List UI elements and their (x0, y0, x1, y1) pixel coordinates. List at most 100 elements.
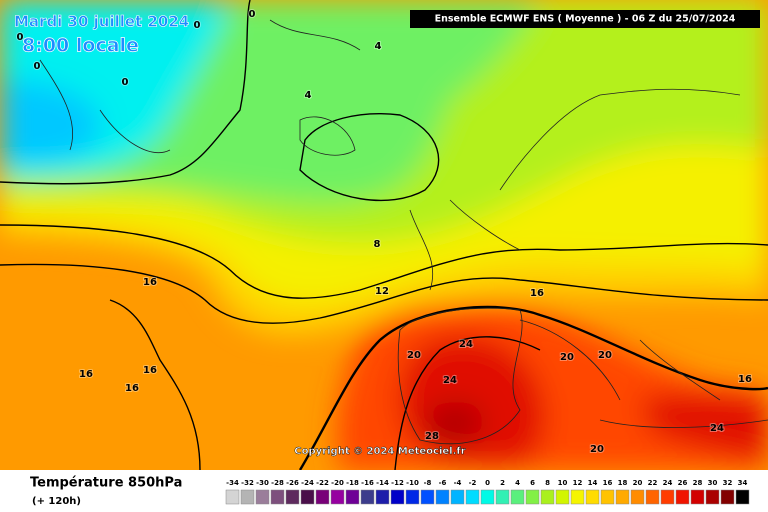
scale-swatch (450, 489, 465, 505)
map-date: Mardi 30 juillet 2024 (14, 13, 189, 31)
contour-label: 24 (443, 375, 457, 386)
scale-label: -2 (469, 479, 477, 487)
scale-swatch (585, 489, 600, 505)
scale-label: 6 (530, 479, 535, 487)
scale-swatch (330, 489, 345, 505)
scale-swatch (510, 489, 525, 505)
scale-label: 16 (603, 479, 613, 487)
contour-label: 24 (710, 423, 724, 434)
scale-swatch (480, 489, 495, 505)
header-box (410, 10, 760, 28)
scale-label: 26 (678, 479, 688, 487)
contour-label: 16 (143, 277, 157, 288)
scale-swatch (600, 489, 615, 505)
scale-label: -4 (454, 479, 462, 487)
scale-swatch (315, 489, 330, 505)
contour-label: 0 (34, 61, 41, 72)
contour-label: 0 (122, 77, 129, 88)
legend-subtitle: (+ 120h) (32, 496, 81, 507)
scale-label: -20 (331, 479, 344, 487)
scale-label: 18 (618, 479, 628, 487)
scale-swatch (405, 489, 420, 505)
scale-swatch (675, 489, 690, 505)
scale-swatch (300, 489, 315, 505)
scale-swatch (570, 489, 585, 505)
scale-swatch (540, 489, 555, 505)
contour-label: 0 (194, 20, 201, 31)
scale-swatch (660, 489, 675, 505)
scale-swatch (420, 489, 435, 505)
scale-swatch (375, 489, 390, 505)
contour-label: 28 (425, 431, 439, 442)
contour-label: 20 (598, 350, 612, 361)
scale-label: 4 (515, 479, 520, 487)
scale-label: 22 (648, 479, 658, 487)
contour-label: 16 (143, 365, 157, 376)
copyright: Copyright © 2024 Meteociel.fr (294, 446, 465, 457)
contour-label: 20 (407, 350, 421, 361)
scale-swatch (705, 489, 720, 505)
scale-swatch (525, 489, 540, 505)
scale-swatch (630, 489, 645, 505)
contour-label: 4 (305, 90, 312, 101)
scale-label: -14 (376, 479, 389, 487)
contour-label: 0 (17, 32, 24, 43)
scale-label: 0 (485, 479, 490, 487)
scale-label: -18 (346, 479, 359, 487)
scale-label: 20 (633, 479, 643, 487)
scale-label: -22 (316, 479, 329, 487)
scale-label: 28 (693, 479, 703, 487)
scale-swatch (735, 489, 750, 505)
scale-label: -12 (391, 479, 404, 487)
contour-label: 20 (590, 444, 604, 455)
scale-label: 24 (663, 479, 673, 487)
scale-label: 32 (723, 479, 733, 487)
scale-swatch (285, 489, 300, 505)
scale-label: -34 (226, 479, 239, 487)
scale-swatch (555, 489, 570, 505)
legend-title: Température 850hPa (30, 476, 182, 491)
scale-swatch (360, 489, 375, 505)
scale-label: -28 (271, 479, 284, 487)
contour-label: 20 (560, 352, 574, 363)
contour-labels: 0 0 0 0 0 4 4 8 12 16 16 16 16 16 16 20 20 20 20 24 24 24 28 (16, 8, 753, 456)
scale-label: -16 (361, 479, 374, 487)
scale-label: -6 (439, 479, 447, 487)
contour-label: 8 (374, 239, 381, 250)
map-time: 8:00 locale (22, 35, 139, 57)
contour-label: 0 (249, 9, 256, 20)
scale-label: 34 (738, 479, 748, 487)
coastlines (39, 19, 768, 445)
contour-label: 12 (375, 286, 389, 297)
scale-label: -24 (301, 479, 314, 487)
contour-label: 16 (738, 374, 752, 385)
scale-label: -26 (286, 479, 299, 487)
contour-label: 16 (79, 369, 93, 380)
scale-swatch (345, 489, 360, 505)
scale-swatch (255, 489, 270, 505)
contours (0, 0, 768, 471)
scale-label: 2 (500, 479, 505, 487)
scale-swatch (690, 489, 705, 505)
color-scale: -34 -32 -30 -28 -26 -24 -22 -20 -18 -16 -14 -12 -10-… (225, 479, 750, 505)
scale-swatch (615, 489, 630, 505)
scale-label: 14 (588, 479, 598, 487)
scale-label: -8 (424, 479, 432, 487)
scale-swatch (435, 489, 450, 505)
contour-label: 24 (459, 339, 473, 350)
scale-label: 10 (558, 479, 568, 487)
scale-label: 8 (545, 479, 550, 487)
scale-label: -32 (241, 479, 254, 487)
scale-swatch (225, 489, 240, 505)
scale-swatch (645, 489, 660, 505)
scale-swatch (720, 489, 735, 505)
temperature-field (0, 0, 768, 470)
scale-label: 30 (708, 479, 718, 487)
contour-label: 16 (125, 383, 139, 394)
scale-swatch (270, 489, 285, 505)
scale-swatch (390, 489, 405, 505)
model-info: Ensemble ECMWF ENS ( Moyenne ) - 06 Z du… (435, 14, 736, 25)
scale-swatch (240, 489, 255, 505)
